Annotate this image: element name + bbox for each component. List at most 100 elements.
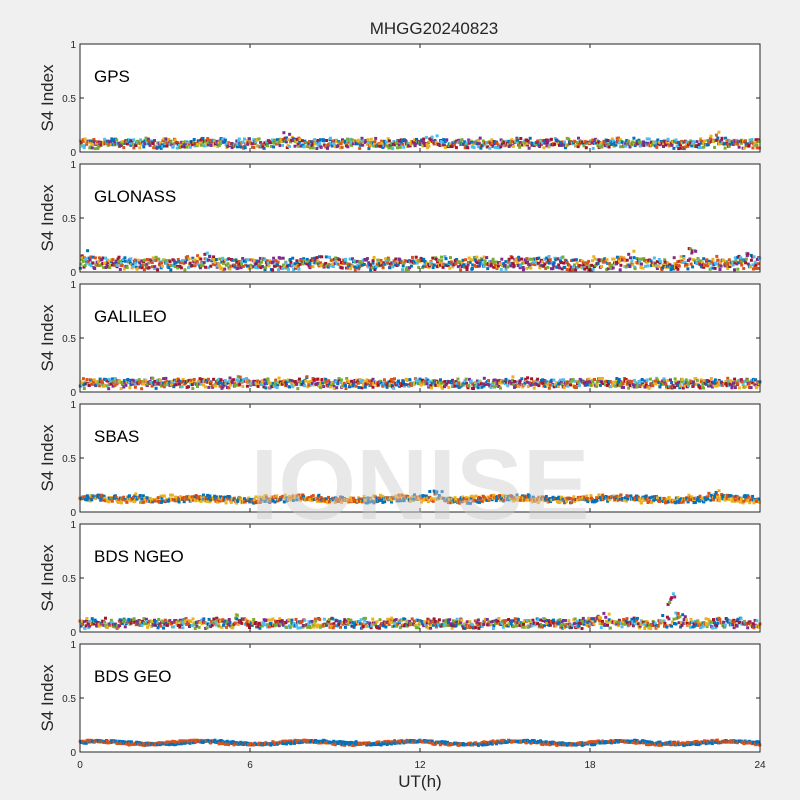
- data-point: [327, 618, 331, 622]
- data-point: [349, 382, 353, 386]
- data-point: [120, 261, 124, 265]
- data-point: [603, 257, 607, 261]
- data-point: [644, 380, 648, 384]
- data-point: [414, 141, 418, 145]
- data-point: [591, 267, 595, 271]
- data-point: [568, 142, 572, 145]
- data-point: [126, 620, 130, 624]
- data-point: [681, 386, 685, 390]
- data-point: [96, 621, 100, 624]
- data-point: [362, 263, 366, 266]
- data-point: [147, 497, 151, 501]
- data-point: [365, 501, 369, 505]
- data-point: [144, 378, 148, 382]
- data-point: [222, 137, 226, 141]
- data-point: [250, 497, 254, 501]
- data-point: [672, 146, 676, 150]
- data-point: [487, 498, 491, 502]
- data-point: [474, 265, 478, 268]
- data-point: [166, 263, 170, 267]
- data-point: [690, 144, 694, 148]
- data-point: [628, 145, 632, 149]
- data-point: [332, 622, 336, 626]
- data-point: [218, 499, 222, 503]
- data-point: [159, 141, 163, 145]
- data-point: [546, 258, 550, 262]
- data-point: [736, 382, 740, 386]
- data-point: [469, 140, 473, 144]
- data-point: [478, 500, 481, 504]
- data-point: [627, 252, 631, 256]
- data-point: [142, 617, 146, 621]
- data-point: [363, 385, 367, 389]
- data-point: [665, 140, 669, 144]
- data-point: [172, 264, 176, 268]
- data-point: [161, 499, 165, 503]
- data-point: [304, 379, 308, 383]
- data-point: [215, 616, 219, 620]
- data-point: [576, 381, 580, 384]
- data-point: [295, 623, 299, 627]
- data-point: [573, 379, 577, 383]
- data-point: [437, 258, 441, 262]
- data-point: [113, 140, 117, 144]
- data-point: [193, 144, 197, 148]
- data-point: [266, 623, 270, 627]
- data-point: [523, 143, 526, 147]
- data-point: [492, 265, 496, 269]
- data-point: [420, 138, 424, 142]
- data-point: [222, 623, 226, 627]
- data-point: [632, 249, 636, 253]
- data-point: [688, 257, 692, 261]
- data-point: [204, 257, 208, 261]
- data-point: [192, 260, 196, 264]
- data-point: [491, 144, 495, 148]
- data-point: [110, 137, 114, 141]
- data-point: [624, 499, 628, 503]
- data-point: [576, 145, 580, 149]
- data-point: [123, 625, 127, 629]
- data-point: [749, 258, 753, 262]
- data-point: [131, 142, 135, 146]
- data-point: [413, 144, 417, 148]
- data-point: [301, 493, 305, 497]
- data-point: [275, 623, 279, 627]
- data-point: [257, 259, 261, 263]
- data-point: [111, 377, 115, 381]
- data-point: [663, 258, 667, 262]
- data-point: [526, 376, 530, 380]
- data-point: [347, 380, 351, 384]
- data-point: [726, 266, 730, 270]
- data-point: [612, 144, 616, 148]
- panel-label: GALILEO: [94, 307, 167, 326]
- data-point: [286, 267, 290, 271]
- data-point: [439, 263, 442, 267]
- data-point: [672, 256, 676, 260]
- data-point: [127, 617, 131, 621]
- data-point: [718, 268, 722, 271]
- data-point: [375, 262, 379, 266]
- data-point: [272, 141, 276, 145]
- data-point: [152, 258, 156, 262]
- data-point: [120, 263, 124, 267]
- data-point: [162, 385, 166, 389]
- data-point: [290, 618, 294, 622]
- data-point: [290, 379, 294, 383]
- data-point: [531, 495, 535, 499]
- data-point: [428, 490, 432, 493]
- data-point: [441, 386, 444, 390]
- data-point: [461, 258, 465, 262]
- data-point: [270, 138, 274, 142]
- data-point: [237, 139, 241, 143]
- data-point: [515, 257, 519, 261]
- data-point: [98, 377, 102, 381]
- data-point: [602, 139, 606, 143]
- data-point: [563, 140, 566, 144]
- data-point: [120, 622, 124, 626]
- data-point: [184, 617, 188, 620]
- data-point: [644, 383, 648, 387]
- data-point: [256, 266, 260, 270]
- data-point: [212, 258, 216, 261]
- y-tick-label: 0.5: [62, 334, 76, 345]
- data-point: [225, 622, 229, 625]
